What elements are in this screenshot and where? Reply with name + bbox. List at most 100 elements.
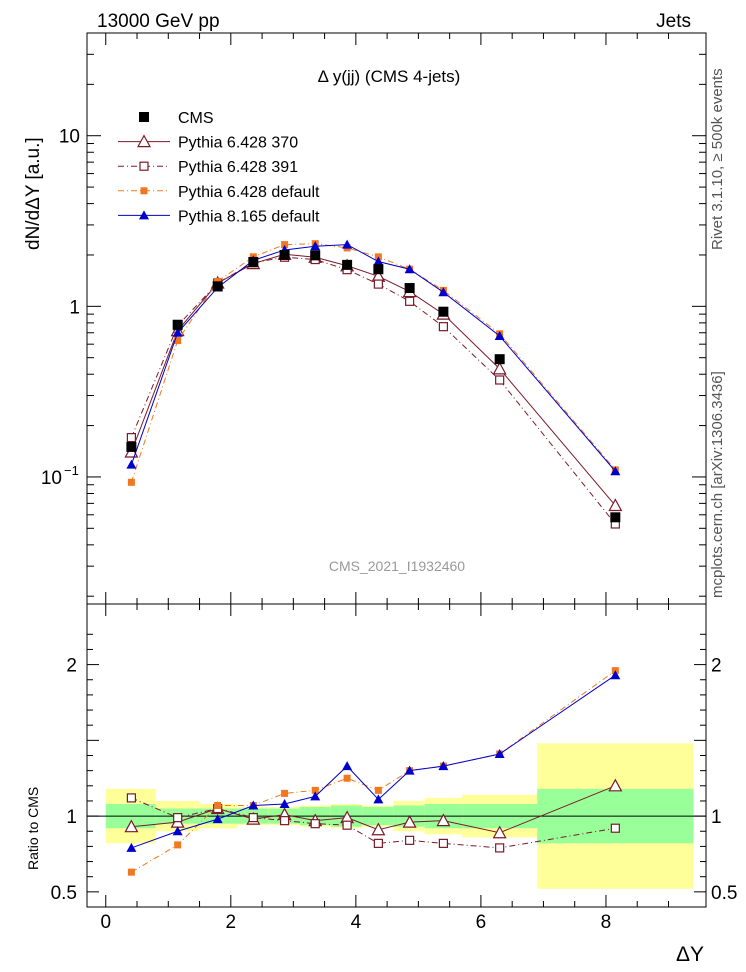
point-ratio-pythia-8-165-default: [373, 794, 384, 804]
point-ratio-pythia-6-428-391: [438, 838, 448, 848]
point-main-cms: [494, 354, 505, 365]
line-ratio-pythia-6-428-default: [131, 670, 616, 873]
point-ratio-pythia-8-165-default: [610, 670, 621, 680]
legend-label-pythia-6-428-default: Pythia 6.428 default: [178, 184, 320, 201]
point-ratio-pythia-6-428-default: [214, 801, 222, 809]
point-ratio-pythia-6-428-391: [495, 843, 505, 853]
point-ratio-pythia-6-428-370: [608, 778, 623, 792]
point-main-cms: [212, 281, 223, 292]
point-main-pythia-6-428-391: [126, 433, 136, 443]
point-ratio-pythia-6-428-370: [402, 814, 417, 828]
point-ratio-pythia-8-165-default: [212, 814, 223, 824]
point-main-pythia-6-428-391: [405, 296, 415, 306]
point-main-cms: [310, 250, 321, 261]
point-main-cms: [342, 259, 353, 270]
point-ratio-pythia-8-165-default: [248, 800, 259, 810]
point-main-pythia-6-428-370: [492, 361, 507, 375]
mcplots-source-label: mcplots.cern.ch [arXiv:1306.3436]: [709, 371, 726, 598]
x-tick-label: 2: [226, 912, 237, 933]
ratio-tick-label-right: 0.5: [711, 883, 737, 904]
point-ratio-pythia-8-165-default: [404, 765, 415, 775]
point-main-cms: [172, 319, 183, 330]
point-ratio-pythia-6-428-391: [279, 816, 290, 826]
point-ratio-pythia-8-165-default: [494, 748, 505, 758]
point-ratio-pythia-6-428-default: [281, 789, 289, 797]
point-main-cms: [438, 306, 449, 317]
point-main-pythia-6-428-default: [127, 478, 135, 486]
line-main-pythia-8-165-default: [130, 244, 616, 472]
legend-label-pythia-8-165-default: Pythia 8.165 default: [178, 208, 320, 225]
point-main-pythia-6-428-391: [495, 375, 505, 385]
line-ratio-pythia-8-165-default: [131, 674, 616, 849]
point-ratio-pythia-6-428-391: [373, 838, 383, 848]
point-main-cms: [248, 256, 259, 267]
y-tick-label: 10: [59, 127, 80, 148]
header-process-label: Jets: [656, 11, 691, 32]
ratio-plot-frame: [86, 603, 707, 908]
y-tick-label: 10: [41, 468, 62, 489]
point-main-pythia-6-428-default: [174, 337, 182, 345]
legend-marker-pythia-6-428-370: [136, 134, 152, 148]
rivet-version-label: Rivet 3.1.10, ≥ 500k events: [709, 68, 726, 250]
point-ratio-pythia-6-428-391: [310, 819, 320, 829]
point-ratio-pythia-8-165-default: [310, 791, 321, 801]
point-ratio-pythia-6-428-391: [173, 813, 183, 823]
point-main-pythia-8-165-default: [438, 287, 449, 297]
ratio-tick-label: 2: [66, 656, 77, 677]
point-main-pythia-8-165-default: [310, 241, 321, 251]
y-tick-label: 1: [69, 297, 80, 318]
point-main-cms: [279, 249, 290, 260]
line-main-pythia-6-428-370: [130, 253, 616, 506]
point-main-cms: [126, 441, 137, 452]
point-main-pythia-8-165-default: [494, 331, 505, 341]
plot-frames: [86, 32, 707, 908]
point-main-pythia-8-165-default: [126, 459, 137, 469]
main-y-axis-label: dN/dΔY [a.u.]: [23, 137, 44, 250]
point-main-cms: [373, 264, 384, 275]
point-ratio-pythia-8-165-default: [438, 761, 449, 771]
line-main-pythia-6-428-default: [130, 243, 616, 483]
plot-title: Δ y(jj) (CMS 4-jets): [318, 67, 461, 86]
ratio-y-axis-label: Ratio to CMS: [25, 787, 41, 870]
x-tick-label: 0: [100, 912, 111, 933]
y-tick-exponent: −1: [64, 463, 79, 478]
point-ratio-pythia-6-428-391: [405, 835, 415, 845]
legend: CMS Pythia 6.428 370 Pythia 6.428 391 Pythi…: [118, 110, 320, 225]
point-ratio-pythia-6-428-370: [492, 825, 507, 839]
point-main-pythia-8-165-default: [342, 239, 353, 249]
point-ratio-pythia-6-428-default: [343, 774, 351, 782]
point-ratio-pythia-6-428-391: [610, 823, 620, 833]
legend-marker-pythia-6-428-391: [139, 161, 149, 171]
point-ratio-pythia-6-428-default: [174, 841, 182, 849]
legend-marker-cms: [139, 112, 149, 122]
series-cms: [126, 249, 621, 523]
point-main-pythia-8-165-default: [373, 256, 384, 266]
ratio-tick-label-right: 2: [711, 656, 722, 677]
ratio-tick-label-right: 1: [711, 807, 722, 828]
legend-label-pythia-6-428-370: Pythia 6.428 370: [178, 135, 298, 152]
point-ratio-pythia-6-428-391: [126, 793, 136, 803]
point-ratio-pythia-6-428-370: [124, 819, 139, 833]
line-main-pythia-6-428-391: [130, 256, 616, 525]
point-main-pythia-6-428-default: [281, 241, 289, 249]
x-tick-label: 4: [351, 912, 362, 933]
point-main-pythia-8-165-default: [404, 264, 415, 274]
legend-label-pythia-6-428-391: Pythia 6.428 391: [178, 159, 298, 176]
ratio-tick-label: 1: [66, 807, 77, 828]
analysis-watermark: CMS_2021_I1932460: [329, 558, 465, 574]
point-main-cms: [610, 512, 621, 523]
x-axis-label: ΔY: [676, 943, 704, 966]
header-energy-label: 13000 GeV pp: [97, 11, 220, 32]
point-ratio-pythia-8-165-default: [126, 842, 137, 852]
point-ratio-pythia-8-165-default: [279, 798, 290, 808]
point-main-pythia-6-428-391: [373, 279, 383, 289]
x-tick-label: 6: [476, 912, 487, 933]
ratio-tick-label: 0.5: [51, 883, 77, 904]
point-ratio-pythia-6-428-default: [311, 786, 319, 794]
point-main-pythia-6-428-370: [608, 498, 623, 512]
line-ratio-pythia-6-428-370: [131, 785, 616, 834]
point-ratio-pythia-8-165-default: [172, 826, 183, 836]
point-main-pythia-6-428-391: [438, 322, 448, 332]
